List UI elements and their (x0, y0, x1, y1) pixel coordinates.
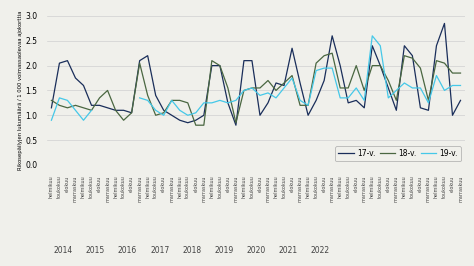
Text: marraskuu: marraskuu (105, 176, 110, 202)
Text: marraskuu: marraskuu (265, 176, 271, 202)
Text: marraskuu: marraskuu (137, 176, 142, 202)
Text: helmikuu: helmikuu (177, 176, 182, 198)
Legend: 17-v., 18-v., 19-v.: 17-v., 18-v., 19-v. (336, 146, 461, 161)
19-v. (321, 66, 327, 70)
19-v. (249, 86, 255, 90)
18-v. (249, 86, 255, 90)
Text: marraskuu: marraskuu (329, 176, 335, 202)
Text: helmikuu: helmikuu (337, 176, 343, 198)
Text: elokuu: elokuu (322, 176, 327, 192)
18-v. (81, 106, 86, 109)
Text: toukokuu: toukokuu (218, 176, 222, 198)
Text: marraskuu: marraskuu (426, 176, 431, 202)
Text: marraskuu: marraskuu (362, 176, 367, 202)
Text: marraskuu: marraskuu (169, 176, 174, 202)
Text: helmikuu: helmikuu (145, 176, 150, 198)
Text: toukokuu: toukokuu (185, 176, 190, 198)
Text: 2014: 2014 (54, 246, 73, 255)
Text: helmikuu: helmikuu (210, 176, 214, 198)
Text: 2017: 2017 (150, 246, 169, 255)
Text: elokuu: elokuu (354, 176, 359, 192)
19-v. (48, 119, 54, 122)
17-v. (81, 84, 86, 87)
17-v. (273, 81, 279, 85)
Text: 2019: 2019 (214, 246, 234, 255)
Text: 2020: 2020 (246, 246, 265, 255)
Y-axis label: Rikosepäilyjen lukumäärä / 1 000 voimassaolevaa ajokorttia: Rikosepäilyjen lukumäärä / 1 000 voimass… (18, 11, 23, 170)
Text: helmikuu: helmikuu (306, 176, 310, 198)
18-v. (201, 124, 207, 127)
19-v. (201, 101, 207, 105)
Text: toukokuu: toukokuu (121, 176, 126, 198)
17-v. (48, 106, 54, 109)
Text: marraskuu: marraskuu (394, 176, 399, 202)
Text: helmikuu: helmikuu (434, 176, 439, 198)
Text: toukokuu: toukokuu (378, 176, 383, 198)
18-v. (193, 124, 199, 127)
Text: elokuu: elokuu (161, 176, 166, 192)
17-v. (233, 124, 239, 127)
Line: 18-v.: 18-v. (51, 53, 461, 125)
Text: elokuu: elokuu (225, 176, 230, 192)
Text: elokuu: elokuu (290, 176, 294, 192)
Text: elokuu: elokuu (97, 176, 102, 192)
Text: elokuu: elokuu (386, 176, 391, 192)
17-v. (193, 119, 199, 122)
17-v. (321, 79, 327, 82)
19-v. (458, 84, 464, 87)
Text: marraskuu: marraskuu (73, 176, 78, 202)
Text: toukokuu: toukokuu (57, 176, 62, 198)
19-v. (305, 104, 311, 107)
18-v. (458, 72, 464, 75)
Text: helmikuu: helmikuu (113, 176, 118, 198)
Text: elokuu: elokuu (257, 176, 263, 192)
19-v. (434, 74, 439, 77)
17-v. (458, 99, 464, 102)
Text: toukokuu: toukokuu (410, 176, 415, 198)
Text: toukokuu: toukokuu (153, 176, 158, 198)
Text: elokuu: elokuu (129, 176, 134, 192)
Text: 2021: 2021 (279, 246, 298, 255)
Text: toukokuu: toukokuu (249, 176, 255, 198)
Text: 2015: 2015 (86, 246, 105, 255)
Text: marraskuu: marraskuu (458, 176, 463, 202)
18-v. (305, 104, 311, 107)
Text: toukokuu: toukokuu (442, 176, 447, 198)
Text: toukokuu: toukokuu (314, 176, 319, 198)
18-v. (273, 89, 279, 92)
Text: helmikuu: helmikuu (402, 176, 407, 198)
Line: 19-v.: 19-v. (51, 36, 461, 120)
Text: helmikuu: helmikuu (370, 176, 375, 198)
Text: elokuu: elokuu (450, 176, 455, 192)
Text: toukokuu: toukokuu (346, 176, 351, 198)
17-v. (442, 22, 447, 25)
Line: 17-v.: 17-v. (51, 23, 461, 125)
17-v. (305, 114, 311, 117)
Text: marraskuu: marraskuu (298, 176, 302, 202)
Text: helmikuu: helmikuu (49, 176, 54, 198)
Text: elokuu: elokuu (418, 176, 423, 192)
Text: 2016: 2016 (118, 246, 137, 255)
Text: toukokuu: toukokuu (282, 176, 287, 198)
Text: helmikuu: helmikuu (273, 176, 279, 198)
Text: marraskuu: marraskuu (201, 176, 206, 202)
19-v. (81, 119, 86, 122)
Text: elokuu: elokuu (65, 176, 70, 192)
17-v. (249, 59, 255, 62)
18-v. (321, 54, 327, 57)
18-v. (329, 52, 335, 55)
Text: helmikuu: helmikuu (81, 176, 86, 198)
18-v. (48, 99, 54, 102)
Text: 2018: 2018 (182, 246, 201, 255)
Text: helmikuu: helmikuu (241, 176, 246, 198)
Text: 2022: 2022 (310, 246, 330, 255)
Text: elokuu: elokuu (193, 176, 198, 192)
Text: toukokuu: toukokuu (89, 176, 94, 198)
Text: marraskuu: marraskuu (233, 176, 238, 202)
